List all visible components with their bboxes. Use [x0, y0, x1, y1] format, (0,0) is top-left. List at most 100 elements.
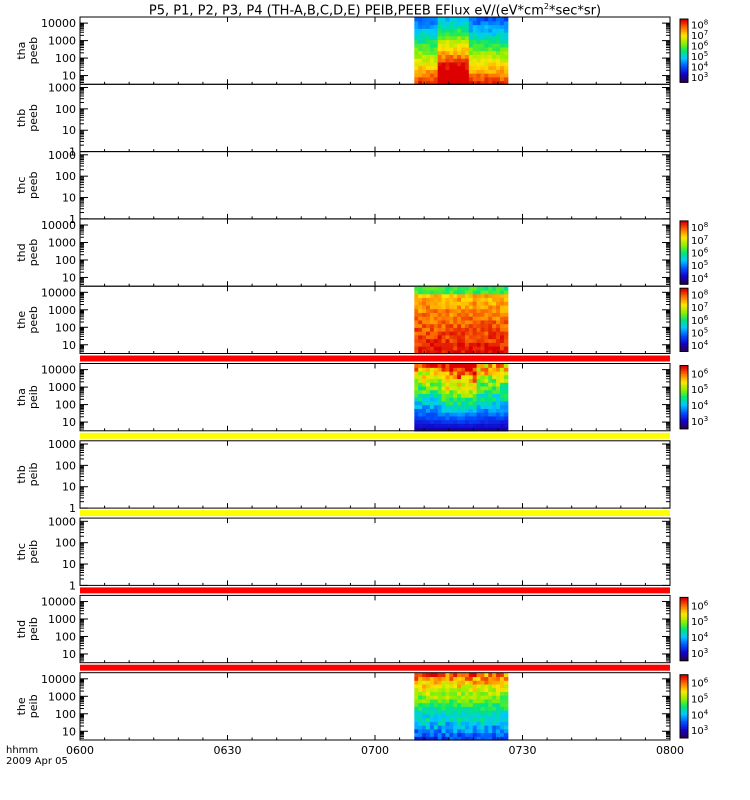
spectrogram-cell	[488, 367, 493, 372]
colorbar-segment	[680, 299, 688, 302]
spectrogram-cell	[461, 695, 466, 700]
quality-flag-bar	[80, 510, 670, 517]
spectrogram-cell	[484, 706, 489, 711]
spectrogram-cell	[499, 732, 505, 737]
spectrogram-cell	[476, 370, 482, 376]
spectrogram-cell	[488, 725, 493, 730]
spectrogram-cell	[414, 732, 419, 737]
colorbar-label: 103	[691, 71, 708, 84]
spectrogram-cell	[433, 691, 439, 696]
spectrogram-cell	[503, 427, 509, 432]
spectrogram-cell	[472, 423, 478, 428]
spectrogram-cell	[472, 419, 478, 424]
spectrogram-cell	[484, 293, 489, 299]
spectrogram-cell	[496, 297, 501, 302]
colorbar-segment	[680, 20, 688, 23]
spectrogram-cell	[499, 65, 505, 70]
panel-product-label: peeb	[27, 37, 40, 65]
spectrogram-cell	[499, 382, 505, 387]
spectrogram-cell	[472, 46, 478, 52]
spectrogram-cell	[503, 58, 509, 63]
spectrogram-cell	[472, 717, 478, 722]
colorbar-segment	[680, 368, 688, 371]
spectrogram-cell	[429, 334, 435, 340]
spectrogram-cell	[453, 323, 458, 328]
spectrogram-cell	[433, 46, 439, 52]
spectrogram-cell	[480, 695, 485, 700]
spectrogram-cell	[488, 69, 493, 74]
spectrogram-cell	[499, 728, 505, 734]
colorbar-segment	[680, 624, 688, 627]
spectrogram-cell	[449, 706, 454, 711]
spectrogram-cell	[445, 327, 450, 332]
spectrogram-cell	[499, 24, 505, 29]
spectrogram-cell	[496, 374, 501, 380]
y-tick-label: 1000	[48, 35, 76, 48]
spectrogram-cell	[484, 713, 489, 719]
spectrogram-cell	[426, 400, 431, 406]
spectrogram-cell	[468, 427, 474, 432]
spectrogram-cell	[445, 683, 450, 689]
spectrogram-cell	[480, 342, 485, 347]
spectrogram-cell	[464, 393, 470, 398]
spectrogram-cell	[476, 687, 482, 692]
spectrogram-cell	[449, 331, 454, 336]
spectrogram-cell	[484, 35, 489, 41]
spectrogram-cell	[492, 43, 497, 48]
spectrogram-cell	[496, 717, 501, 722]
spectrogram-cell	[418, 676, 423, 681]
spectrogram-cell	[472, 385, 478, 391]
spectrogram-cell	[476, 695, 482, 700]
colorbar-segment	[680, 238, 688, 241]
y-tick-label: 100	[55, 254, 76, 267]
spectrogram-cell	[488, 415, 493, 421]
spectrogram-cell	[457, 342, 462, 347]
spectrogram-cell	[453, 404, 458, 409]
spectrogram-cell	[457, 50, 462, 55]
spectrogram-cell	[414, 691, 419, 696]
spectrogram-cell	[457, 374, 462, 380]
spectrogram-cell	[445, 20, 450, 26]
spectrogram-cell	[472, 412, 478, 417]
spectrogram-cell	[441, 338, 447, 343]
spectrogram-cell	[461, 363, 466, 368]
spectrogram-cell	[414, 419, 419, 424]
spectrogram-cell	[476, 312, 482, 317]
spectrogram-cell	[445, 17, 450, 22]
spectrogram-cell	[480, 415, 485, 421]
spectrogram-cell	[464, 65, 470, 70]
spectrogram-cell	[418, 304, 423, 310]
spectrogram-cell	[476, 31, 482, 37]
spectrogram-cell	[457, 683, 462, 689]
spectrogram-cell	[441, 24, 447, 29]
spectrogram-cell	[496, 691, 501, 696]
spectrogram-cell	[468, 31, 474, 37]
spectrogram-cell	[449, 736, 454, 741]
colorbar-segment	[680, 50, 688, 53]
spectrogram-cell	[468, 363, 474, 368]
y-tick-label: 10000	[41, 286, 76, 299]
spectrogram-cell	[414, 331, 419, 336]
spectrogram-cell	[480, 736, 485, 741]
spectrogram-cell	[496, 301, 501, 306]
spectrogram-cell	[492, 400, 497, 406]
panel-probe-label: tha	[15, 42, 28, 60]
spectrogram-cell	[484, 408, 489, 413]
spectrogram-cell	[464, 346, 470, 351]
spectrogram-cell	[488, 301, 493, 306]
spectrogram-cell	[464, 50, 470, 55]
colorbar-segment	[680, 26, 688, 29]
spectrogram-cell	[418, 35, 423, 41]
spectrogram-cell	[488, 289, 493, 295]
spectrogram-cell	[433, 43, 439, 48]
spectrogram-cell	[441, 327, 447, 332]
spectrogram-cell	[445, 69, 450, 74]
spectrogram-cell	[426, 46, 431, 52]
spectrogram-cell	[445, 680, 450, 685]
spectrogram-cell	[418, 382, 423, 387]
spectrogram-cell	[488, 370, 493, 376]
spectrogram-cell	[476, 710, 482, 715]
spectrogram-cell	[453, 349, 458, 355]
y-tick-label: 10	[62, 725, 76, 738]
colorbar-segment	[680, 381, 688, 384]
